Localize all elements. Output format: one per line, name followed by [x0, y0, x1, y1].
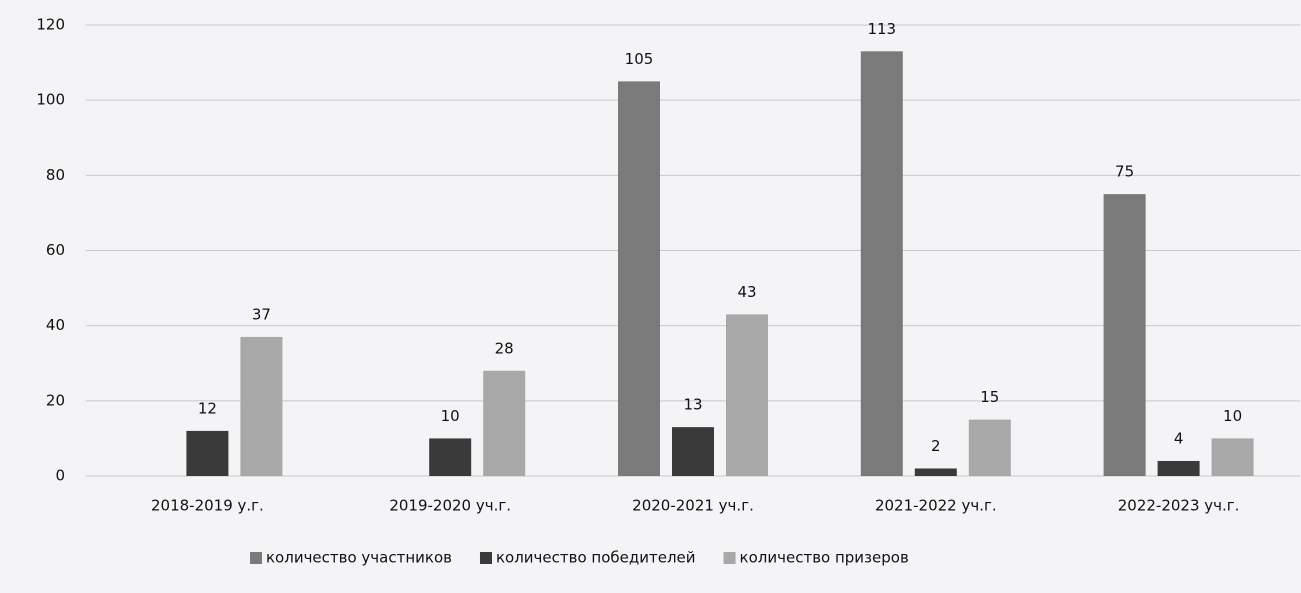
y-tick-label: 40 [46, 316, 65, 334]
bar [240, 336, 283, 476]
bar [1103, 194, 1146, 476]
legend-label: количество призеров [740, 549, 909, 567]
legend-label: количество участников [266, 549, 452, 567]
bar [914, 468, 957, 476]
y-tick-label: 60 [46, 241, 65, 259]
value-label: 10 [1223, 407, 1242, 425]
y-tick-label: 120 [36, 16, 65, 34]
value-label: 13 [683, 396, 702, 414]
value-label: 15 [980, 388, 999, 406]
legend-swatch [723, 552, 736, 564]
value-label: 10 [441, 407, 460, 425]
bar [968, 419, 1011, 476]
bar [860, 51, 903, 476]
value-label: 2 [931, 437, 941, 455]
bar [1157, 460, 1200, 476]
value-label: 43 [737, 283, 756, 301]
bar [429, 438, 472, 476]
y-tick-label: 20 [46, 391, 65, 409]
value-label: 37 [252, 305, 271, 323]
y-tick-label: 0 [55, 467, 65, 485]
x-tick-label: 2019-2020 уч.г. [389, 497, 511, 515]
y-tick-label: 100 [36, 91, 65, 109]
bar [672, 427, 714, 476]
x-tick-label: 2018-2019 у.г. [151, 497, 264, 515]
bar [1211, 438, 1254, 476]
legend-swatch [479, 552, 492, 564]
x-tick-label: 2021-2022 уч.г. [875, 497, 997, 515]
x-tick-label: 2020-2021 уч.г. [632, 497, 754, 515]
bar [483, 370, 526, 476]
x-tick-label: 2022-2023 уч.г. [1118, 497, 1240, 515]
y-tick-label: 80 [46, 166, 65, 184]
legend-swatch [250, 552, 262, 564]
bar [726, 314, 768, 476]
legend-label: количество победителей [496, 549, 696, 567]
value-label: 4 [1174, 429, 1184, 447]
value-label: 105 [625, 50, 654, 68]
bar [618, 81, 660, 476]
bar [186, 430, 229, 476]
value-label: 75 [1115, 163, 1134, 181]
value-label: 28 [495, 339, 514, 357]
value-label: 113 [867, 20, 896, 38]
value-label: 12 [198, 399, 217, 417]
